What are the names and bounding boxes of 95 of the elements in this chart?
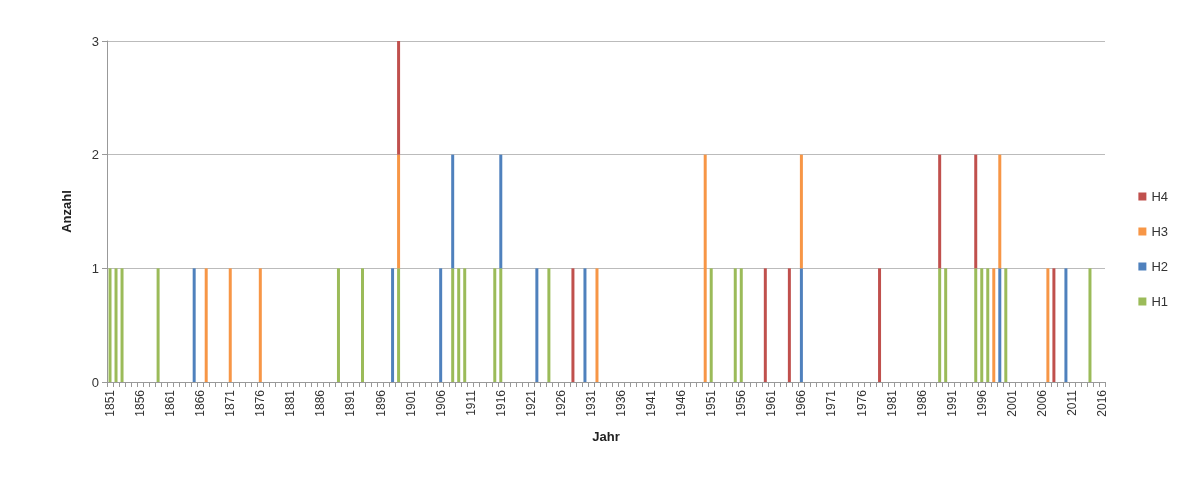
bar (457, 268, 461, 382)
bar (1046, 268, 1050, 382)
bar (938, 268, 942, 382)
x-tick-label: 2016 (1094, 389, 1109, 417)
bar (944, 268, 948, 382)
y-axis-title: Anzahl (59, 190, 74, 233)
bar (451, 268, 455, 382)
x-tick-label: 2011 (1064, 389, 1079, 416)
bar (463, 268, 467, 382)
bar (998, 154, 1002, 269)
bar (709, 268, 713, 382)
x-tick-label: 1951 (704, 389, 719, 417)
bar (535, 268, 539, 382)
bar (595, 268, 599, 382)
bar (938, 154, 942, 269)
bar (258, 268, 262, 382)
bar (439, 268, 443, 382)
bar (397, 41, 401, 155)
bar (733, 268, 737, 382)
y-tick-label: 0 (91, 374, 99, 390)
x-tick-label: 1971 (824, 389, 839, 417)
x-tick-label: 1961 (764, 389, 779, 417)
bar (974, 268, 978, 382)
bar (799, 268, 803, 382)
bar (192, 268, 196, 382)
x-tick-label: 1891 (343, 389, 358, 417)
bar (986, 268, 990, 382)
bar (204, 268, 208, 382)
x-tick-label: 1856 (133, 389, 148, 417)
x-tick-label: 1916 (493, 389, 508, 417)
x-tick-label: 1911 (463, 389, 478, 416)
x-tick-label: 1866 (193, 389, 208, 417)
bar (787, 268, 791, 382)
x-tick-label: 1966 (794, 389, 809, 417)
x-tick-label: 1956 (734, 389, 749, 417)
x-tick-label: 1976 (854, 389, 869, 417)
bar (391, 268, 395, 382)
bar (156, 268, 160, 382)
x-tick-label: 2006 (1034, 389, 1049, 417)
x-tick-label: 1881 (283, 389, 298, 417)
x-tick-label: 1906 (433, 389, 448, 417)
bar (228, 268, 232, 382)
x-tick-label: 1986 (914, 389, 929, 417)
legend-label: H3 (1151, 224, 1169, 239)
bar (980, 268, 984, 382)
x-tick-label: 1861 (163, 389, 178, 417)
bar (451, 154, 455, 269)
bar (974, 154, 978, 269)
x-tick-label: 1921 (523, 389, 538, 417)
bar (583, 268, 587, 382)
x-tick-label: 1886 (313, 389, 328, 417)
x-tick-label: 1926 (553, 389, 568, 417)
bar (739, 268, 743, 382)
x-tick-label: 1936 (614, 389, 629, 417)
bar (799, 154, 803, 269)
bar (120, 268, 124, 382)
x-axis-title: Jahr (592, 429, 620, 444)
bar (114, 268, 118, 382)
x-tick-label: 1941 (644, 389, 659, 417)
bar (397, 154, 401, 269)
bar (1064, 268, 1068, 382)
x-tick-label: 1981 (884, 389, 899, 417)
bar (878, 268, 882, 382)
bar (336, 268, 340, 382)
x-tick-label: 1871 (223, 389, 238, 417)
bar (1004, 268, 1008, 382)
bar (361, 268, 365, 382)
bar (763, 268, 767, 382)
bar (992, 268, 996, 382)
bar (493, 268, 497, 382)
legend-label: H2 (1151, 259, 1169, 274)
bar (571, 268, 575, 382)
x-tick-label: 2001 (1004, 389, 1019, 417)
x-tick-label: 1996 (974, 389, 989, 417)
y-tick-label: 3 (91, 33, 99, 49)
bar (108, 268, 112, 382)
x-tick-label: 1896 (373, 389, 388, 417)
bar (499, 154, 503, 269)
y-tick-label: 2 (91, 147, 99, 163)
x-tick-label: 1946 (674, 389, 689, 417)
x-tick-label: 1991 (944, 389, 959, 417)
x-tick-label: 1901 (403, 389, 418, 417)
legend-label: H1 (1151, 294, 1169, 309)
y-tick-label: 1 (91, 260, 99, 276)
bar (1088, 268, 1092, 382)
bar (499, 268, 503, 382)
bar (998, 268, 1002, 382)
bar (397, 268, 401, 382)
x-tick-label: 1931 (583, 389, 598, 417)
bar (1052, 268, 1056, 382)
legend-label: H4 (1151, 189, 1169, 204)
bar (547, 268, 551, 382)
bar (703, 154, 707, 382)
x-tick-label: 1851 (103, 389, 118, 417)
x-tick-label: 1876 (253, 389, 268, 417)
